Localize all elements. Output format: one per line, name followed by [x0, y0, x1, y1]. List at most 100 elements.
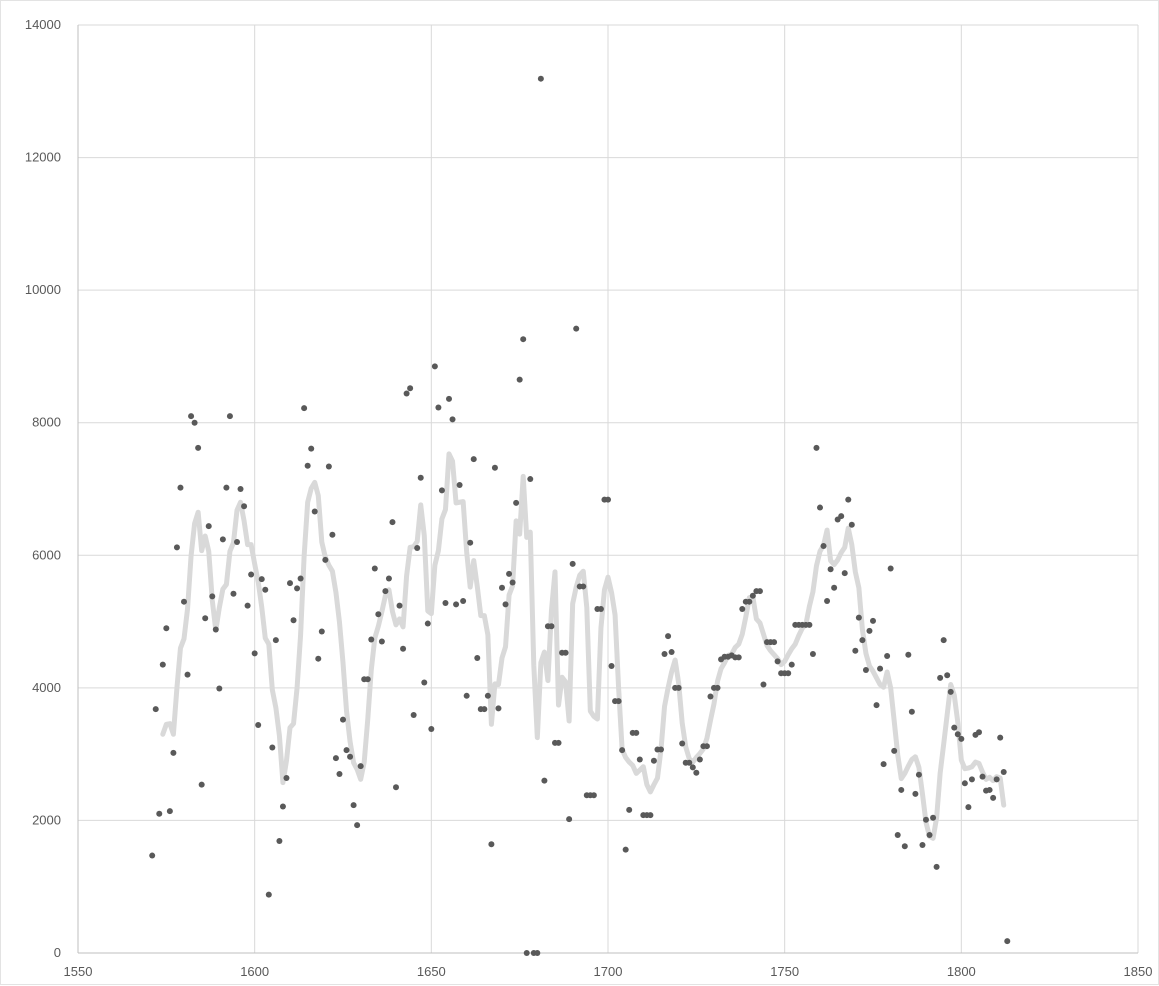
data-point — [375, 611, 382, 618]
data-point — [884, 653, 891, 660]
data-point — [230, 590, 237, 597]
data-point — [287, 580, 293, 587]
data-point — [813, 444, 820, 451]
data-point — [647, 812, 654, 819]
gridlines — [78, 24, 1139, 953]
data-point — [877, 665, 884, 672]
data-points — [149, 75, 1011, 956]
data-point — [513, 499, 520, 506]
data-point — [205, 523, 212, 530]
data-point — [368, 636, 375, 643]
moving-average-line — [160, 451, 1007, 841]
data-point — [446, 395, 452, 402]
data-point — [954, 731, 961, 738]
data-point — [276, 837, 283, 844]
data-point — [1004, 938, 1011, 945]
data-point — [590, 792, 597, 799]
data-point — [421, 679, 428, 686]
data-point — [661, 651, 668, 658]
data-point — [191, 419, 198, 426]
data-point — [930, 814, 937, 821]
data-point — [820, 543, 827, 550]
data-point — [325, 463, 332, 470]
data-point — [887, 565, 894, 572]
data-point — [841, 570, 848, 577]
data-point — [499, 584, 505, 591]
data-point — [873, 702, 880, 709]
data-point — [785, 670, 792, 677]
data-point — [470, 456, 477, 463]
data-point — [866, 627, 873, 634]
data-point — [491, 464, 498, 471]
data-point — [619, 747, 626, 754]
data-point — [156, 810, 163, 817]
data-point — [915, 771, 922, 778]
data-point — [633, 729, 640, 736]
data-point — [198, 781, 205, 788]
data-point — [933, 863, 940, 870]
data-point — [495, 705, 502, 712]
data-point — [294, 585, 301, 592]
data-point — [566, 816, 573, 823]
data-point — [301, 405, 308, 412]
data-point — [265, 891, 272, 898]
data-point — [668, 649, 675, 656]
data-point — [608, 662, 615, 669]
data-point — [456, 482, 463, 489]
data-point — [269, 744, 276, 751]
data-point — [862, 666, 869, 673]
data-point — [944, 672, 951, 679]
data-point — [693, 769, 700, 776]
y-tick-label: 14000 — [25, 17, 61, 32]
data-point — [212, 626, 219, 633]
data-point — [290, 617, 297, 624]
data-point — [665, 633, 672, 640]
y-axis-tick-labels: 0 2000 4000 6000 8000 10000 12000 14000 — [25, 17, 61, 960]
data-point — [919, 841, 926, 848]
data-point — [262, 586, 269, 593]
data-point — [908, 708, 915, 715]
axes — [77, 25, 1138, 954]
data-point — [990, 794, 997, 801]
data-point — [658, 746, 664, 753]
data-point — [428, 725, 435, 732]
data-point — [343, 747, 350, 754]
data-point — [771, 639, 778, 646]
data-point — [870, 617, 876, 624]
data-point — [626, 806, 633, 813]
x-tick-label: 1750 — [770, 964, 799, 979]
data-point — [163, 625, 170, 632]
data-point — [195, 444, 202, 451]
x-tick-label: 1600 — [240, 964, 269, 979]
data-point — [937, 674, 944, 681]
data-point — [739, 605, 746, 612]
data-point — [714, 684, 721, 691]
data-point — [958, 735, 965, 742]
data-point — [159, 661, 166, 668]
data-point — [580, 583, 587, 590]
data-point — [435, 404, 442, 411]
data-point — [389, 519, 396, 526]
data-point — [184, 671, 191, 678]
data-point — [774, 658, 781, 665]
data-point — [283, 775, 290, 782]
data-point — [347, 753, 354, 760]
x-tick-label: 1850 — [1124, 964, 1153, 979]
data-point — [223, 484, 230, 491]
data-point — [166, 808, 173, 815]
data-point — [354, 822, 361, 829]
data-point — [226, 413, 233, 420]
data-point — [605, 496, 611, 503]
data-point — [417, 474, 424, 481]
data-point — [912, 790, 919, 797]
data-point — [968, 776, 975, 783]
data-point — [336, 771, 343, 778]
data-point — [484, 692, 491, 699]
data-point — [831, 584, 838, 591]
data-point — [322, 556, 329, 563]
data-point — [453, 601, 460, 608]
data-point — [523, 950, 530, 956]
data-point — [703, 743, 710, 750]
data-point — [237, 486, 244, 492]
